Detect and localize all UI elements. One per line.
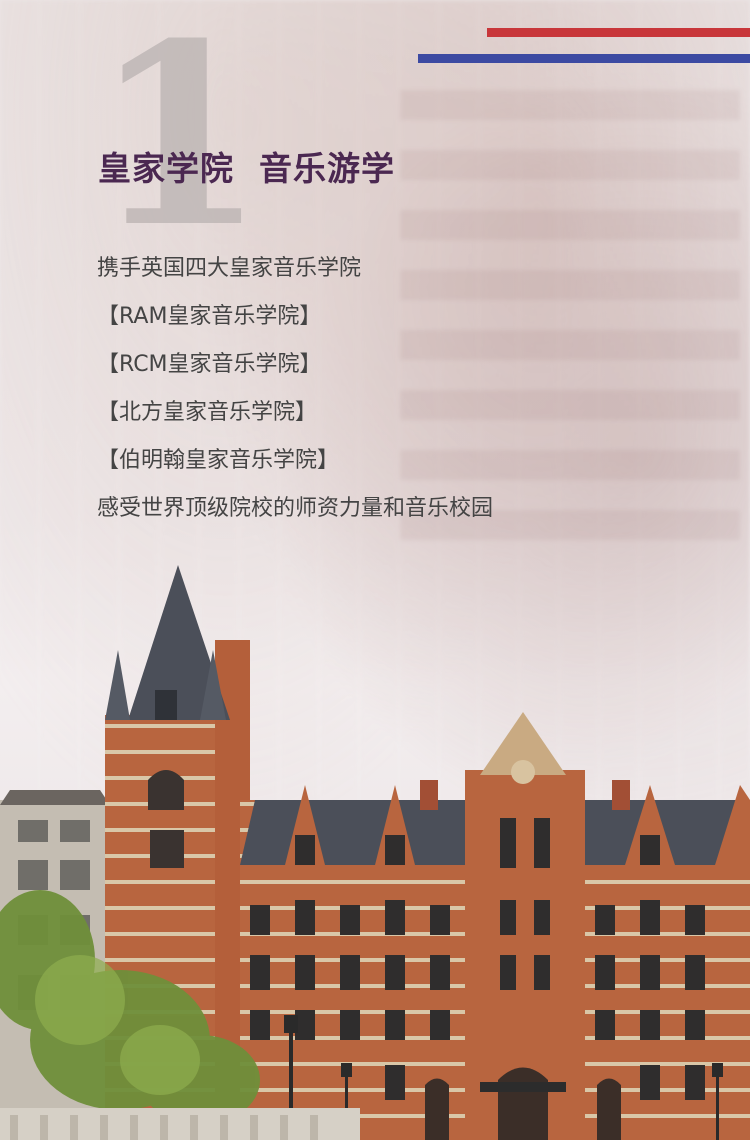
- section-title: 皇家学院 音乐游学: [98, 149, 395, 188]
- blue-stripe: [418, 54, 750, 63]
- intro-line: 【北方皇家音乐学院】: [97, 400, 318, 425]
- intro-line: 感受世界顶级院校的师资力量和音乐校园: [97, 496, 494, 521]
- royal-college-building: [0, 565, 750, 1140]
- intro-line: 【伯明翰皇家音乐学院】: [97, 448, 340, 473]
- intro-line: 携手英国四大皇家音乐学院: [97, 256, 362, 281]
- intro-text: 携手英国四大皇家音乐学院 【RAM皇家音乐学院】 【RCM皇家音乐学院】 【北方…: [97, 252, 493, 540]
- section-number: 1: [92, 0, 266, 282]
- red-stripe: [487, 28, 750, 37]
- intro-line: 【RAM皇家音乐学院】: [97, 304, 322, 329]
- intro-line: 【RCM皇家音乐学院】: [97, 352, 322, 377]
